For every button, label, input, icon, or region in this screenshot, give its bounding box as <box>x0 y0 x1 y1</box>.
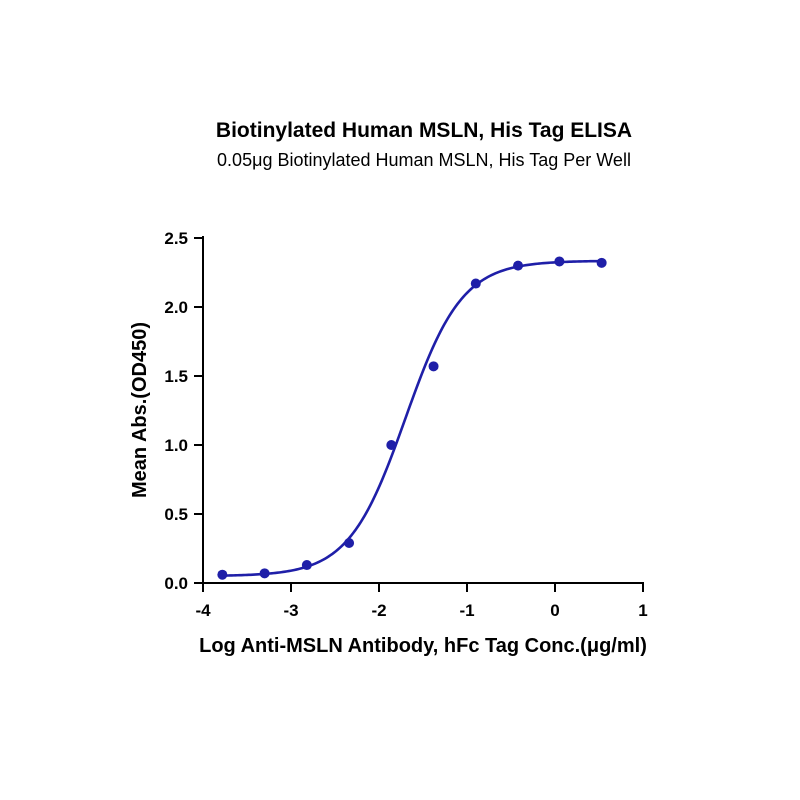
x-axis-ticks: -4 -3 -2 -1 0 1 <box>195 583 648 620</box>
data-point <box>596 257 607 268</box>
data-point <box>513 260 524 271</box>
fit-curve <box>222 259 602 577</box>
data-point <box>301 560 312 571</box>
chart-title: Biotinylated Human MSLN, His Tag ELISA <box>216 119 632 142</box>
data-point <box>428 361 439 372</box>
x-tick-label: -1 <box>459 601 474 620</box>
x-tick-label: -3 <box>283 601 298 620</box>
data-point <box>259 568 270 579</box>
y-tick-label: 1.5 <box>164 367 188 386</box>
x-tick-label: 0 <box>550 601 559 620</box>
data-point <box>344 537 355 548</box>
y-tick-label: 0.0 <box>164 574 188 593</box>
y-axis-ticks: 0.0 0.5 1.0 1.5 2.0 2.5 <box>164 229 203 593</box>
data-point <box>217 569 228 580</box>
y-tick-label: 0.5 <box>164 505 188 524</box>
y-tick-label: 1.0 <box>164 436 188 455</box>
x-tick-label: -2 <box>371 601 386 620</box>
x-tick-label: -4 <box>195 601 211 620</box>
y-tick-label: 2.0 <box>164 298 188 317</box>
y-axis-label: Mean Abs.(OD450) <box>129 322 151 498</box>
y-tick-label: 2.5 <box>164 229 188 248</box>
x-tick-label: 1 <box>638 601 647 620</box>
plot-area <box>217 256 607 580</box>
x-axis-label: Log Anti-MSLN Antibody, hFc Tag Conc.(μg… <box>199 635 647 657</box>
data-point <box>386 440 397 450</box>
data-point <box>470 278 481 289</box>
chart-subtitle: 0.05μg Biotinylated Human MSLN, His Tag … <box>217 150 631 170</box>
data-point <box>554 256 565 267</box>
